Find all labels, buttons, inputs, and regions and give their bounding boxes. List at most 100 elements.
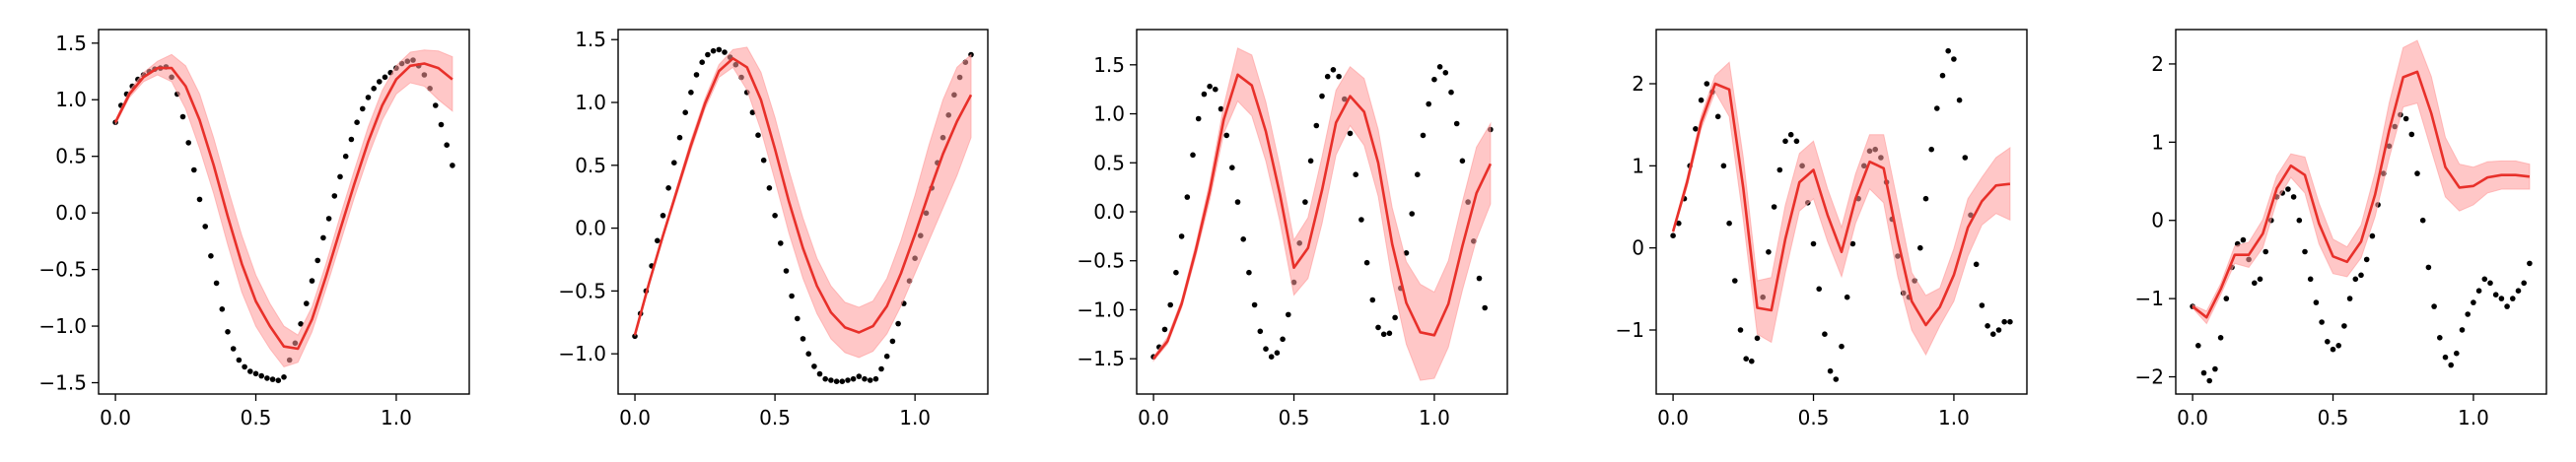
data-point (1787, 131, 1794, 138)
data-point (450, 163, 455, 168)
data-point (1274, 350, 1281, 357)
y-tick-label: −0.5 (38, 258, 87, 282)
data-point (682, 109, 688, 115)
data-point (298, 321, 304, 327)
data-point (2007, 318, 2013, 325)
data-point (1263, 346, 1269, 353)
data-point (2454, 350, 2460, 357)
data-point (1917, 244, 1923, 251)
data-point (1251, 301, 1258, 308)
data-point (1693, 126, 1699, 132)
subplot-3: 0.0 0.5 1.0 1.5 1.0 0.5 0.0 −0.5 −1.0 −1.5 (1077, 29, 1508, 429)
data-point (1776, 166, 1783, 173)
data-point (1793, 138, 1800, 145)
data-point (862, 375, 868, 382)
data-point (1482, 304, 1488, 311)
confidence-band (2192, 39, 2531, 325)
x-tick-label: 0.5 (1279, 406, 1310, 429)
data-point (1319, 93, 1325, 99)
y-tick-label: 2 (2151, 52, 2164, 76)
x-tick-label: 0.0 (2177, 406, 2208, 429)
data-point (1928, 146, 1934, 153)
y-tick-label: 0.5 (1093, 151, 1125, 174)
data-point (2346, 296, 2353, 301)
data-point (2341, 323, 2347, 329)
data-point (1229, 165, 1235, 170)
data-point (1330, 67, 1337, 73)
data-point (1810, 240, 1817, 247)
x-tick-label: 0.5 (759, 406, 791, 429)
data-point (2257, 276, 2263, 283)
data-point (872, 375, 879, 382)
data-point (828, 377, 834, 383)
data-point (304, 300, 310, 306)
x-tick-label: 0.5 (241, 406, 272, 429)
data-point (1459, 158, 1466, 165)
data-point (360, 105, 366, 112)
data-point (1704, 81, 1710, 87)
data-point (1822, 331, 1828, 338)
y-tick-label: 0.5 (575, 154, 606, 177)
data-point (1448, 89, 1454, 96)
data-point (2240, 236, 2247, 243)
confidence-band (114, 49, 453, 367)
data-point (1442, 70, 1449, 76)
data-point (722, 49, 728, 55)
data-point (1844, 294, 1850, 300)
plot-area (1670, 47, 2013, 382)
x-tick-label: 0.5 (2318, 406, 2349, 429)
data-point (1257, 328, 1264, 335)
data-point (2521, 280, 2527, 287)
data-point (1726, 220, 1732, 227)
data-point (772, 213, 778, 219)
y-tick-label: −1.0 (1077, 297, 1125, 321)
data-point (2369, 232, 2376, 239)
data-point (1307, 158, 1314, 165)
data-point (676, 134, 683, 141)
y-tick-label: 1 (2151, 130, 2164, 154)
y-tick-label: 0 (1632, 236, 1644, 260)
data-point (219, 306, 226, 312)
data-point (811, 363, 817, 369)
data-point (1178, 233, 1185, 239)
data-point (438, 121, 445, 128)
y-tick-label: 1.5 (1093, 53, 1125, 77)
data-point (1415, 171, 1421, 177)
data-point (1436, 64, 1443, 70)
x-tick-label: 1.0 (899, 406, 931, 429)
data-point (2515, 288, 2522, 295)
y-tick-label: −1.0 (558, 342, 606, 365)
data-point (179, 113, 186, 120)
data-point (1347, 130, 1354, 137)
y-tick-label: −1.0 (38, 314, 87, 338)
y-tick-label: 0.0 (575, 217, 606, 240)
data-point (2448, 362, 2454, 368)
subplot-2: 0.0 0.5 1.0 1.5 1.0 0.5 0.0 −0.5 −1.0 (558, 28, 989, 429)
data-point (2459, 327, 2466, 333)
data-point (693, 72, 700, 78)
y-tick-label: 1.5 (55, 32, 87, 55)
data-point (1392, 314, 1398, 321)
data-point (1962, 155, 1969, 161)
y-tick-label: −0.5 (558, 279, 606, 302)
data-point (1934, 105, 1940, 111)
data-point (716, 46, 723, 53)
y-tick-label: −1.5 (38, 371, 87, 395)
data-point (331, 193, 338, 199)
mean-line (1152, 73, 1493, 361)
data-point (2001, 318, 2007, 325)
data-point (1771, 204, 1777, 210)
data-point (1336, 73, 1342, 80)
data-point (1984, 323, 1990, 329)
data-point (2217, 335, 2224, 341)
y-tick-label: 1.0 (1093, 102, 1125, 126)
data-point (2465, 311, 2471, 317)
x-tick-label: 1.0 (381, 406, 412, 429)
data-point (671, 160, 677, 165)
data-point (1358, 217, 1364, 223)
data-point (1167, 301, 1173, 308)
mean-line (633, 57, 973, 336)
data-point (2402, 115, 2409, 122)
data-point (242, 363, 247, 370)
